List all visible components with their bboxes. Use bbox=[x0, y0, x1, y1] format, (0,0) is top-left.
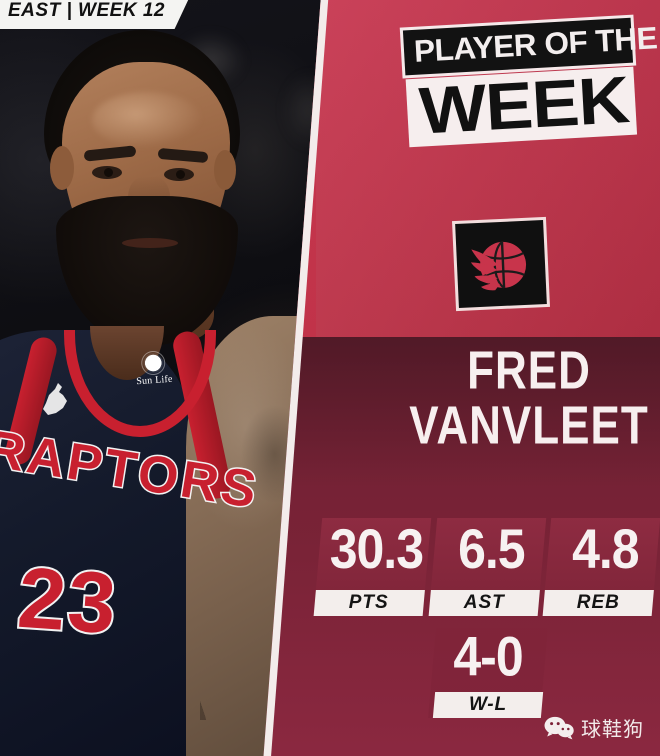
record-label-bar: W-L bbox=[432, 692, 544, 718]
jersey-number: 23 bbox=[13, 548, 123, 655]
stat-value-reb: 4.8 bbox=[572, 517, 639, 581]
headline-bottom-bar: WEEK bbox=[405, 62, 638, 148]
player-mouth bbox=[122, 238, 178, 248]
stat-label-bar-ast: AST bbox=[428, 590, 540, 616]
player-name: FRED VANVLEET bbox=[404, 340, 654, 452]
player-last-name: VANVLEET bbox=[409, 395, 649, 456]
player-pupil-right bbox=[176, 170, 185, 179]
record-block: 4-0 W-L bbox=[428, 625, 548, 718]
wechat-icon bbox=[544, 716, 574, 739]
stat-label-bar-reb: REB bbox=[542, 590, 654, 616]
stat-label-pts: PTS bbox=[349, 592, 390, 613]
stat-cell-reb: 4.8 REB bbox=[542, 517, 660, 616]
headline-top-text: PLAYER OF THE bbox=[413, 20, 659, 69]
stat-cell-ast: 6.5 AST bbox=[428, 517, 546, 616]
stat-value-ast: 6.5 bbox=[457, 517, 525, 581]
week-banner-label: EAST | WEEK 12 bbox=[8, 0, 165, 21]
panel-name-band bbox=[263, 337, 660, 487]
jersey-sponsor-patch: Sun Life bbox=[125, 350, 184, 398]
jumpman-icon bbox=[43, 383, 67, 415]
jersey-sponsor-label: Sun Life bbox=[135, 373, 173, 388]
watermark: 球鞋狗 bbox=[544, 713, 644, 742]
stat-label-ast: AST bbox=[463, 592, 505, 613]
player-pupil-left bbox=[104, 168, 113, 177]
stat-label-reb: REB bbox=[576, 592, 620, 613]
face-highlight bbox=[92, 92, 202, 148]
record-label: W-L bbox=[468, 694, 508, 715]
player-first-name: FRED bbox=[467, 340, 591, 401]
stat-cell-pts: 30.3 PTS bbox=[313, 517, 431, 616]
stat-label-bar-pts: PTS bbox=[313, 590, 425, 616]
stat-value-pts: 30.3 bbox=[329, 517, 424, 581]
player-ear-left bbox=[50, 146, 74, 190]
stats-row: 30.3 PTS 6.5 AST 4.8 REB bbox=[313, 517, 660, 616]
headline-lockup: PLAYER OF THE WEEK bbox=[402, 17, 659, 148]
headline-bottom-text: WEEK bbox=[417, 61, 631, 148]
watermark-label: 球鞋狗 bbox=[581, 719, 644, 741]
team-logo-tile bbox=[455, 220, 547, 308]
sun-life-mark-icon bbox=[141, 351, 165, 375]
raptors-basketball-claw-icon bbox=[470, 241, 527, 291]
week-banner: EAST | WEEK 12 bbox=[0, 0, 191, 29]
player-ear-right bbox=[214, 150, 236, 190]
record-value: 4-0 bbox=[453, 625, 523, 688]
